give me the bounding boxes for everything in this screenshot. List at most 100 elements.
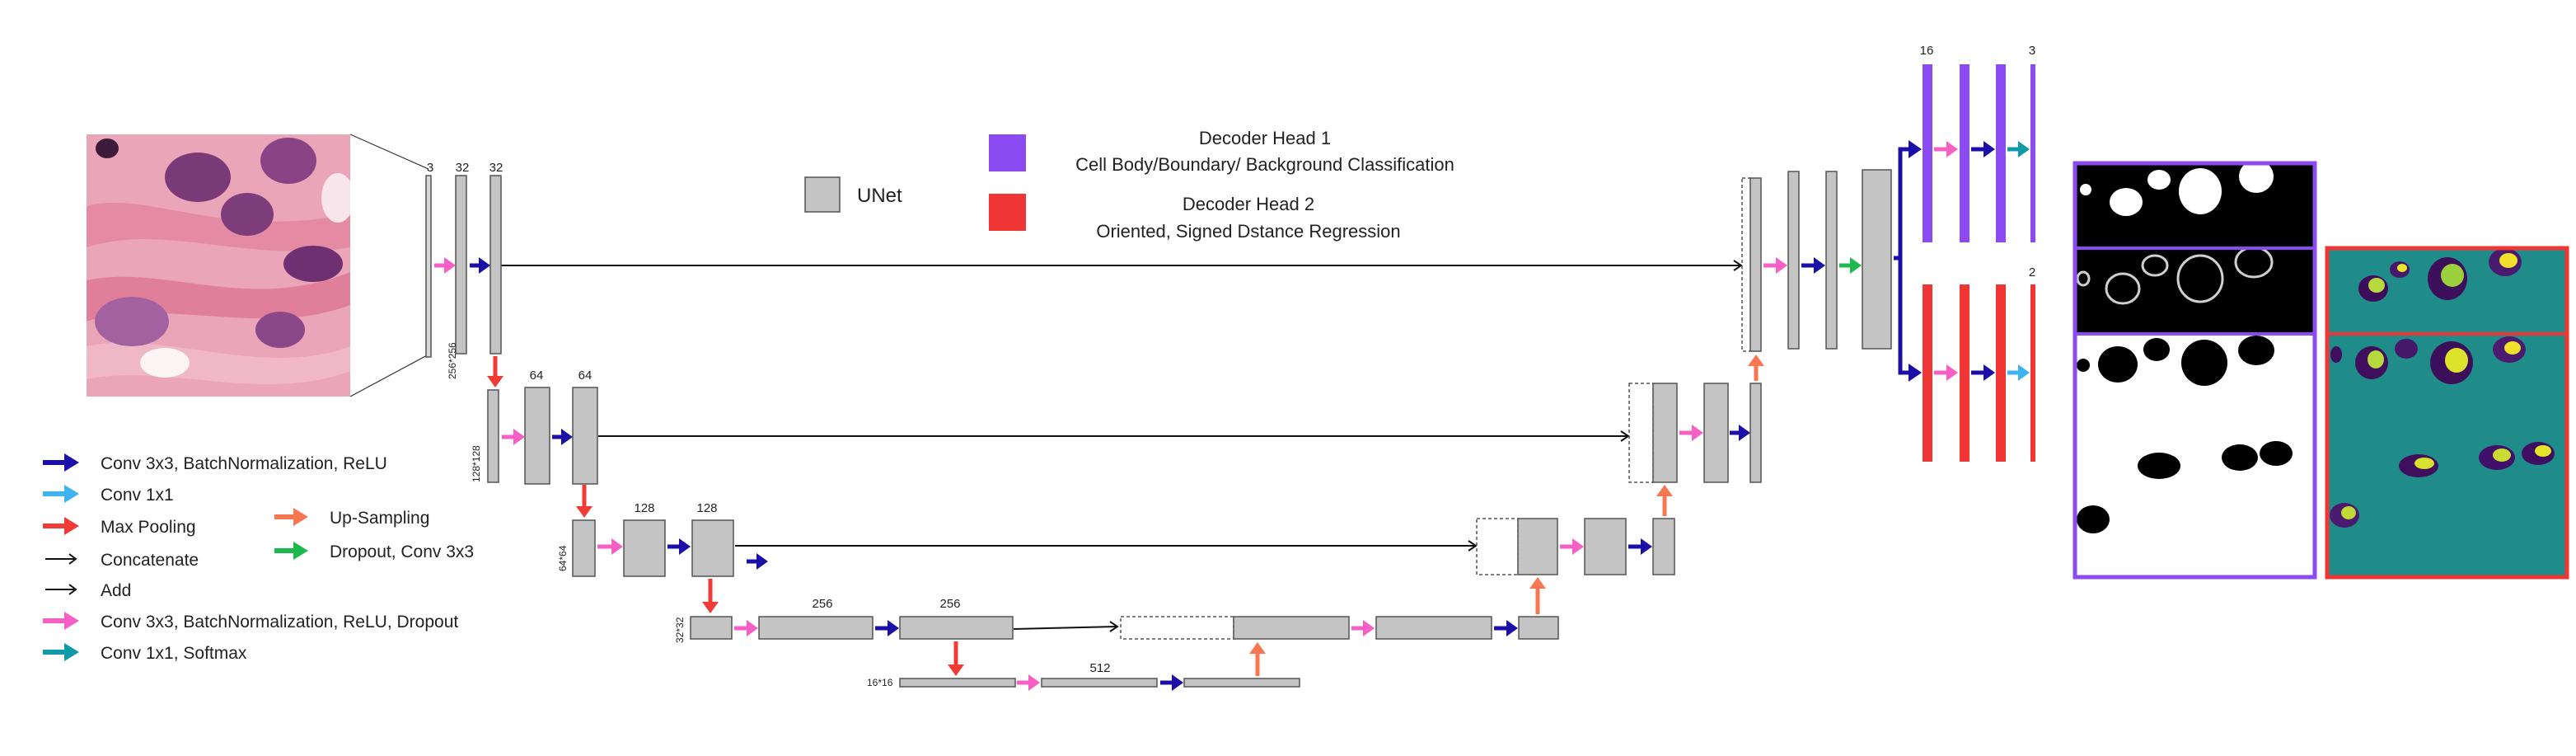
conv-arrow — [1160, 674, 1183, 691]
channels-label: 128 — [696, 501, 717, 515]
channels-label: 32 — [456, 161, 470, 175]
dec2-out-block — [1749, 383, 1762, 483]
enc1-conv1-block — [455, 175, 467, 355]
head1-block-2 — [1960, 64, 1969, 242]
svg-text:Max Pooling: Max Pooling — [101, 518, 196, 537]
unet-swatch — [804, 176, 841, 213]
conv-arrow — [1801, 257, 1825, 274]
legend-conv-relu: Conv 3x3, BatchNormalization, ReLU — [43, 453, 387, 473]
svg-text:Up-Sampling: Up-Sampling — [330, 509, 429, 528]
head2-block-3 — [1996, 284, 2006, 462]
conv1x1-arrow — [2007, 364, 2030, 381]
svg-text:Conv 1x1, Softmax: Conv 1x1, Softmax — [101, 644, 247, 663]
output-distance-map-1 — [2329, 250, 2565, 333]
svg-text:Concatenate: Concatenate — [101, 551, 199, 570]
enc4-conv1-block — [758, 616, 873, 640]
maxpool-arrow — [576, 485, 592, 518]
head2-block-4 — [2030, 284, 2035, 462]
channels-label: 32 — [489, 161, 503, 175]
maxpool-arrow — [487, 356, 503, 387]
conv-arrow — [667, 538, 691, 555]
head2-description: Oriented, Signed Dstance Regression — [1096, 221, 1400, 242]
legend-top: UNet Decoder Head 1 Cell Body/Boundary/ … — [804, 128, 1454, 242]
dec4-out-block — [1518, 616, 1559, 640]
legend-dropout: Dropout, Conv 3x3 — [274, 542, 474, 561]
channels-label: 512 — [1089, 661, 1110, 675]
svg-text:Conv 1x1: Conv 1x1 — [101, 486, 174, 505]
upsample-arrow — [1249, 642, 1266, 676]
maxpool-arrow — [948, 641, 964, 676]
conv-dropout-arrow — [1351, 620, 1375, 636]
unet-label: UNet — [857, 185, 902, 207]
head1-block-3 — [1996, 64, 2006, 242]
right-arrow-icon — [64, 453, 79, 472]
enc3-pool-block — [572, 519, 596, 577]
channels-label: 3 — [427, 161, 433, 175]
legend-softmax: Conv 1x1, Softmax — [43, 643, 247, 663]
head1-block-4 — [2030, 64, 2035, 242]
dec3-up-block — [1517, 518, 1558, 575]
size-label: 16*16 — [867, 677, 893, 688]
enc4-conv2-block — [899, 616, 1014, 640]
svg-text:Add: Add — [101, 581, 131, 600]
skip-connections — [501, 260, 1743, 632]
conv-dropout-arrow — [502, 429, 525, 445]
enc2-conv1-block — [524, 387, 550, 485]
dec2-conv-block — [1703, 383, 1729, 483]
conv-arrow — [875, 620, 899, 636]
upsample-arrow — [1529, 577, 1546, 614]
head2-output-frame — [2325, 246, 2569, 580]
head1-description: Cell Body/Boundary/ Background Classific… — [1075, 154, 1454, 175]
head2-swatch — [989, 194, 1026, 231]
bottleneck-block-2 — [1041, 678, 1158, 688]
upsample-arrow — [1656, 485, 1673, 516]
bottleneck-block-3 — [1183, 678, 1300, 688]
legend-conv-dropout: Conv 3x3, BatchNormalization, ReLU, Drop… — [43, 612, 458, 632]
input-histology-image — [87, 134, 350, 397]
svg-text:Dropout, Conv 3x3: Dropout, Conv 3x3 — [330, 542, 474, 561]
head1-block-1 — [1923, 64, 1932, 242]
head-split-arrows — [1894, 147, 1910, 375]
dec4-conv-block — [1375, 616, 1492, 640]
conv-dropout-arrow — [1679, 425, 1703, 441]
right-arrow-icon — [64, 485, 79, 503]
channels-label: 256 — [939, 597, 960, 611]
conv-dropout-arrow — [434, 257, 456, 274]
channels-label: 16 — [1920, 44, 1934, 58]
head2-title: Decoder Head 2 — [1183, 194, 1314, 214]
head1-output-frame — [2073, 161, 2317, 580]
channels-label: 2 — [2029, 265, 2035, 279]
right-arrow-icon — [64, 643, 79, 661]
right-arrow-icon — [64, 517, 79, 535]
operation-arrows — [434, 141, 2030, 691]
legend-upsampling: Up-Sampling — [274, 508, 429, 528]
dec4-up-block — [1233, 616, 1350, 640]
size-label: 128*128 — [471, 445, 482, 482]
size-label: 64*64 — [557, 545, 569, 571]
conv-dropout-arrow — [734, 620, 758, 636]
legend-maxpool: Max Pooling — [43, 517, 196, 537]
dec3-conv-block — [1584, 518, 1627, 575]
unet-blocks — [425, 169, 1892, 688]
dec4-concat-block — [1120, 616, 1234, 640]
size-label: 32*32 — [674, 617, 686, 643]
head2-block-1 — [1923, 284, 1932, 462]
output-cell-body-map — [2077, 165, 2313, 247]
conv-arrow — [470, 257, 490, 274]
bottleneck-block-1 — [899, 678, 1016, 688]
output-background-map — [2077, 336, 2313, 575]
channels-label: 64 — [578, 369, 592, 383]
output-distance-map-2 — [2329, 336, 2565, 575]
dec1-conv2-block — [1825, 171, 1838, 350]
conv-arrow — [1971, 364, 1995, 381]
svg-text:Conv 3x3, BatchNormalization,: Conv 3x3, BatchNormalization, ReLU, Drop… — [101, 613, 458, 632]
conv-arrow — [1971, 141, 1995, 157]
channels-label: 256 — [812, 597, 832, 611]
conv-dropout-arrow — [1763, 257, 1787, 274]
right-arrow-icon — [293, 542, 308, 560]
dec2-concat-block — [1628, 383, 1654, 483]
dec1-dropout-block — [1862, 169, 1892, 350]
channels-label: 3 — [2029, 44, 2035, 58]
maxpool-arrow — [702, 579, 719, 613]
